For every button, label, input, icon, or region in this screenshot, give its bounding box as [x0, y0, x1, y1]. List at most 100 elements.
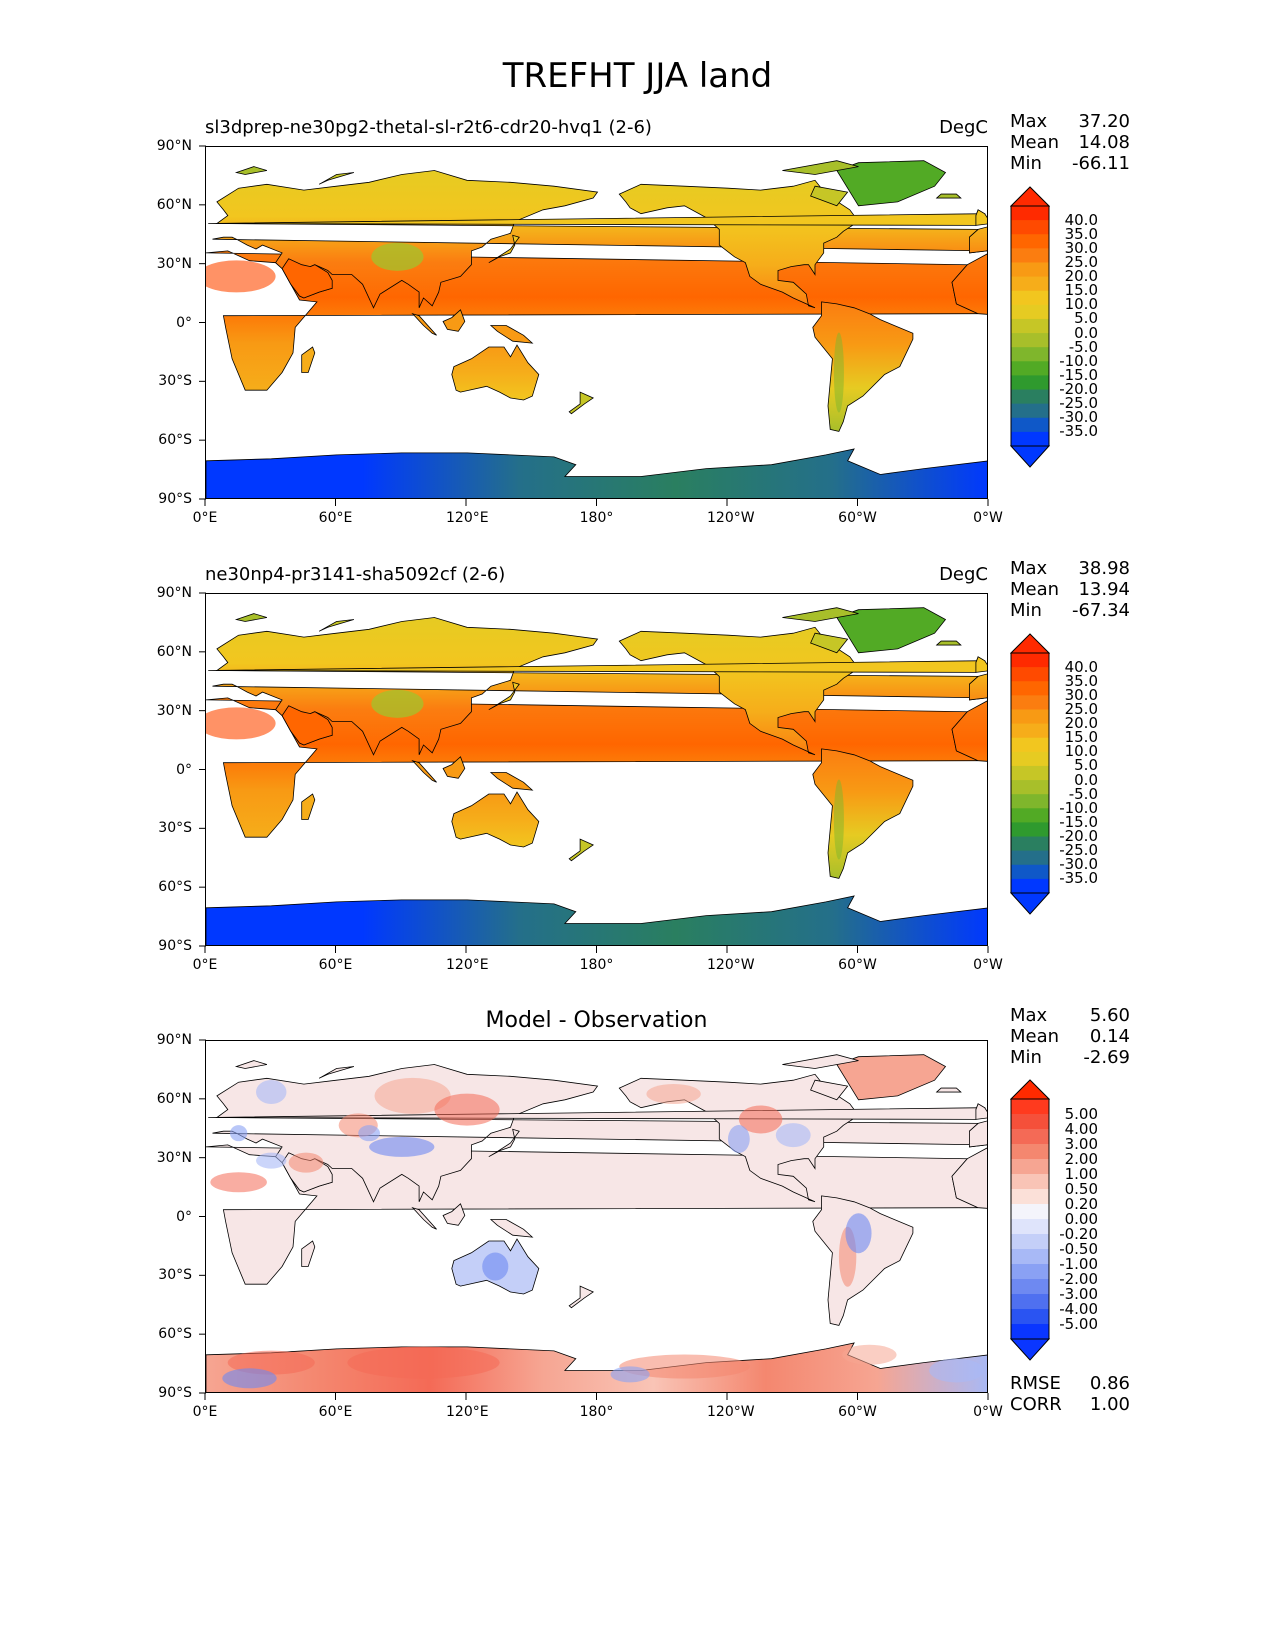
warm-bias-patch [347, 1346, 500, 1379]
lon-tick-label: 60°E [318, 957, 353, 973]
landmass-borneo [442, 1203, 466, 1226]
colorbar-extend-top [1010, 633, 1050, 654]
colorbar-swatch [1011, 361, 1049, 376]
landmass-uk-wrap [975, 209, 987, 226]
cold-bias-patch [610, 1366, 650, 1383]
lat-tick-label: 90°S [158, 1385, 192, 1401]
landmass-newzealand [568, 1285, 595, 1309]
landmass-sumatra [411, 1206, 437, 1230]
colorbar-label: 25.0 [1064, 699, 1098, 718]
lon-tick-label: 60°E [318, 1404, 353, 1420]
colorbar-label: 0.20 [1064, 1194, 1098, 1213]
warm-bias-patch [619, 1354, 750, 1379]
colorbar-swatch [1011, 276, 1049, 292]
colorbar-swatch [1011, 1099, 1049, 1115]
landmass-australia [451, 791, 540, 848]
landmass-antarctica [206, 448, 987, 498]
colorbar-label: -5.00 [1059, 1314, 1098, 1333]
colorbar-label: 0.00 [1064, 1209, 1098, 1228]
colorbar-label: 35.0 [1064, 224, 1098, 243]
colorbar-label: 3.00 [1064, 1134, 1098, 1153]
lon-tick-marks [204, 946, 989, 953]
cold-bias-patch [728, 1125, 750, 1154]
map-canvas [206, 607, 987, 945]
stat-max-value: 5.60 [1089, 1005, 1130, 1026]
stat-min-value: -66.11 [1071, 153, 1130, 174]
landmass-newzealand [568, 391, 595, 415]
lon-tick-label: 120°W [707, 957, 755, 973]
landmass-antarctica [206, 895, 987, 945]
stat-rmse-value: 0.86 [1089, 1373, 1130, 1394]
map-diff [205, 1040, 988, 1393]
stat-corr-label: CORR [1010, 1394, 1062, 1415]
colorbar-test [1010, 186, 1050, 468]
colorbar-label: 10.0 [1064, 742, 1098, 761]
colorbar-label: -15.0 [1059, 812, 1098, 831]
colorbar-label: 35.0 [1064, 671, 1098, 690]
landmass-novaya [318, 1066, 355, 1079]
colorbar-swatch [1011, 262, 1049, 278]
lat-tick-label: 30°N [156, 255, 192, 272]
lat-tick-label: 90°N [156, 585, 192, 601]
colorbar-label: 40.0 [1064, 657, 1098, 676]
landmass-ellesmere [782, 607, 859, 622]
stat-mean-label: Mean [1010, 132, 1060, 153]
colorbar-swatch [1011, 220, 1049, 235]
stat-min-value: -67.34 [1071, 600, 1130, 621]
colorbar-swatch [1011, 1279, 1049, 1295]
landmass-africa-wrap [951, 1147, 987, 1209]
stat-mean-value: 0.14 [1089, 1026, 1130, 1047]
lon-tick-marks [204, 1393, 989, 1400]
tibet-cold-patch [371, 689, 424, 718]
landmass-iceland-wrap [935, 640, 962, 646]
colorbar-ref [1010, 633, 1050, 915]
landmass-australia [451, 344, 540, 401]
lat-tick-label: 0° [176, 314, 192, 331]
colorbar-swatch [1011, 1144, 1049, 1160]
colorbar-diff [1010, 1079, 1050, 1361]
colorbar-swatch [1011, 864, 1049, 880]
lat-tick-label: 30°S [158, 373, 192, 390]
landmass-madagascar [301, 1240, 316, 1267]
colorbar-label: -25.0 [1059, 394, 1098, 413]
warm-bias-patch [891, 1058, 922, 1083]
lon-tick-label: 120°E [446, 510, 489, 526]
landmass-uk-wrap [975, 656, 987, 673]
colorbar-label: -0.20 [1059, 1224, 1098, 1243]
tibet-cold-patch [371, 242, 424, 271]
colorbar-swatch [1011, 318, 1049, 334]
landmass-africa-wrap [951, 253, 987, 315]
landmass-newguinea [489, 1219, 534, 1238]
lat-tick-label: 30°N [156, 702, 192, 719]
colorbar-label: 5.0 [1074, 309, 1098, 328]
colorbar-label: -1.00 [1059, 1254, 1098, 1273]
colorbar-extend-bottom [1010, 445, 1050, 468]
lat-tick-label: 30°N [156, 1149, 192, 1166]
landmass-eurasia [212, 617, 987, 756]
colorbar-label: 15.0 [1064, 728, 1098, 747]
lon-tick-label: 60°W [838, 957, 877, 973]
stat-min-value: -2.69 [1083, 1047, 1130, 1068]
colorbar-swatch [1011, 808, 1049, 823]
colorbar-swatch [1011, 234, 1049, 249]
landmass-sumatra [411, 312, 437, 336]
landmass-arabia [281, 258, 333, 299]
colorbar-swatch [1011, 248, 1049, 263]
landmass-eurasia-wrap [969, 226, 987, 254]
lon-tick-label: 180° [579, 510, 614, 526]
landmass-novaya [318, 172, 355, 185]
landmass-iceland-wrap [935, 1087, 962, 1093]
landmass-baffin [810, 1079, 849, 1101]
colorbar-label: -30.0 [1059, 408, 1098, 427]
cold-bias-patch [222, 1368, 277, 1389]
stat-min-label: Min [1010, 600, 1042, 621]
colorbar-swatch [1011, 765, 1049, 781]
landmass-eurasia-wrap [969, 673, 987, 701]
colorbar-swatch [1011, 1324, 1049, 1340]
lon-tick-label: 60°W [838, 510, 877, 526]
colorbar-extend-bottom [1010, 1338, 1050, 1361]
panel-title: Model - Observation [485, 1008, 708, 1033]
lat-tick-label: 90°S [158, 938, 192, 954]
colorbar-label: 0.0 [1074, 770, 1098, 789]
cold-bias-patch [358, 1125, 380, 1142]
